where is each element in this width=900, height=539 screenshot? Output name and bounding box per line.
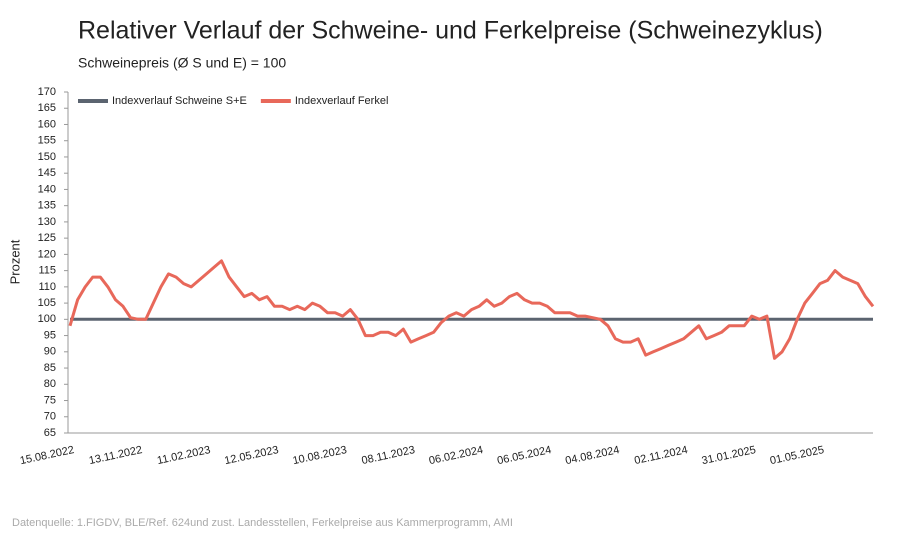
y-tick-label: 85 — [44, 362, 56, 374]
y-tick-label: 125 — [38, 232, 56, 244]
x-tick-label: 11.02.2023 — [156, 444, 212, 467]
legend-label: Indexverlauf Schweine S+E — [112, 95, 247, 107]
y-tick-label: 115 — [38, 265, 56, 277]
y-tick-label: 110 — [38, 281, 56, 293]
x-tick-label: 15.08.2022 — [19, 444, 75, 467]
y-tick-label: 135 — [38, 200, 56, 212]
x-tick-label: 12.05.2023 — [223, 444, 279, 467]
y-tick-label: 75 — [44, 394, 56, 406]
x-tick-label: 06.05.2024 — [496, 444, 552, 467]
y-tick-label: 70 — [44, 411, 56, 423]
x-tick-label: 01.05.2025 — [769, 444, 825, 467]
x-tick-label: 06.02.2024 — [428, 444, 484, 467]
y-tick-label: 100 — [38, 313, 56, 325]
chart-subtitle: Schweinepreis (Ø S und E) = 100 — [78, 55, 286, 71]
y-tick-label: 150 — [38, 151, 56, 163]
y-tick-label: 95 — [44, 329, 56, 341]
y-tick-label: 130 — [38, 216, 56, 228]
y-tick-label: 145 — [38, 167, 56, 179]
x-tick-label: 10.08.2023 — [292, 444, 348, 467]
y-tick-label: 170 — [38, 86, 56, 98]
y-tick-label: 160 — [38, 118, 56, 130]
x-tick-label: 02.11.2024 — [633, 444, 689, 467]
y-tick-label: 80 — [44, 378, 56, 390]
y-axis-label: Prozent — [7, 239, 22, 284]
y-tick-label: 140 — [38, 183, 56, 195]
y-tick-label: 155 — [38, 135, 56, 147]
legend-label: Indexverlauf Ferkel — [295, 95, 389, 107]
chart-title: Relativer Verlauf der Schweine- und Ferk… — [78, 17, 823, 45]
y-tick-label: 165 — [38, 102, 56, 114]
series-line — [68, 259, 875, 360]
x-tick-label: 08.11.2023 — [361, 444, 417, 467]
x-tick-label: 04.08.2024 — [564, 444, 620, 467]
y-tick-label: 105 — [38, 297, 56, 309]
y-tick-label: 120 — [38, 248, 56, 260]
source-note: Datenquelle: 1.FIGDV, BLE/Ref. 624und zu… — [12, 517, 513, 529]
x-tick-label: 13.11.2022 — [88, 444, 144, 467]
y-tick-label: 65 — [44, 427, 56, 439]
y-tick-label: 90 — [44, 346, 56, 358]
x-tick-label: 31.01.2025 — [701, 444, 757, 467]
